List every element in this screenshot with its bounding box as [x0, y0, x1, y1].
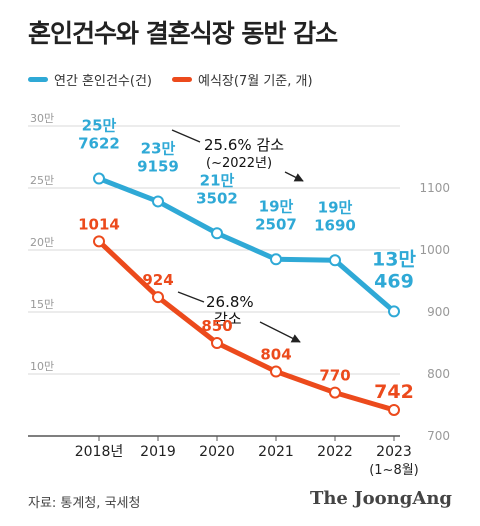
y-left-tick-label: 20만: [30, 236, 54, 249]
x-tick-label: 2023: [376, 444, 412, 460]
data-point: [329, 254, 341, 267]
annotation-arrow: [259, 321, 301, 343]
annotation-arrow-tail: [177, 291, 205, 303]
legend-swatch-wedding-halls: [172, 77, 192, 82]
y-right-tick-label: 1100: [419, 181, 450, 195]
data-label: 3502: [196, 189, 238, 207]
series-line: [96, 176, 397, 314]
x-tick-label: 2018년: [75, 444, 124, 460]
data-label: 924: [142, 271, 173, 289]
series-line: [96, 238, 397, 413]
data-point: [152, 291, 164, 304]
data-label: 19만: [259, 197, 294, 215]
x-tick-label: 2021: [258, 444, 294, 460]
y-right-tick-label: 800: [427, 367, 450, 381]
data-label: 7622: [78, 135, 120, 153]
data-label: 13만: [372, 248, 416, 270]
y-right-tick-label: 900: [427, 305, 450, 319]
publisher-logo: The JoongAng: [309, 488, 452, 509]
data-label: 770: [319, 367, 350, 385]
data-point: [211, 227, 223, 240]
y-left-tick-label: 10만: [30, 360, 54, 373]
annotation-arrow-tail: [171, 129, 201, 143]
data-label: 25만: [82, 117, 117, 135]
data-point: [211, 337, 223, 349]
x-tick-label: 2020: [199, 444, 235, 460]
legend-item-marriages: 연간 혼인건수(건): [28, 70, 152, 89]
x-tick-label: 2022: [317, 444, 353, 460]
y-left-tick-label: 15만: [30, 298, 54, 311]
annotation-text: (~2022년): [206, 156, 272, 171]
data-point: [93, 235, 105, 248]
data-label: 1690: [314, 216, 356, 234]
legend: 연간 혼인건수(건) 예식장(7월 기준, 개): [28, 70, 333, 89]
x-tick-sublabel: (1~8월): [369, 463, 419, 478]
legend-swatch-marriages: [28, 77, 48, 82]
data-label: 21만: [200, 171, 235, 189]
data-label: 9159: [137, 157, 179, 175]
data-label: 1014: [78, 215, 120, 233]
legend-item-wedding-halls: 예식장(7월 기준, 개): [172, 70, 313, 89]
source-note: 자료: 통계청, 국세청: [28, 496, 141, 511]
data-point: [270, 365, 282, 378]
chart-title: 혼인건수와 결혼식장 동반 감소: [28, 19, 338, 48]
y-right-tick-label: 1000: [419, 243, 450, 257]
data-point: [93, 172, 105, 185]
legend-label-marriages: 연간 혼인건수(건): [54, 74, 152, 89]
data-point: [152, 195, 164, 208]
x-tick-label: 2019: [140, 444, 176, 460]
data-label: 469: [374, 270, 414, 292]
y-left-tick-label: 25만: [30, 174, 54, 187]
data-point: [329, 386, 341, 399]
data-label: 19만: [318, 198, 353, 216]
data-label: 2507: [255, 215, 297, 233]
data-point: [388, 403, 400, 416]
data-point: [388, 305, 400, 318]
data-label: 23만: [141, 139, 176, 157]
data-label: 742: [374, 381, 414, 403]
legend-label-wedding-halls: 예식장(7월 기준, 개): [198, 74, 313, 89]
annotation-text: 26.8%: [206, 293, 254, 311]
data-point: [270, 253, 282, 266]
y-right-tick-label: 700: [427, 429, 450, 443]
annotation-text: 감소: [214, 310, 242, 328]
data-label: 804: [260, 346, 291, 364]
data-label: 850: [201, 317, 232, 335]
y-left-tick-label: 30만: [30, 112, 54, 125]
annotation-text: 25.6% 감소: [204, 136, 284, 154]
annotation-arrow: [284, 171, 304, 182]
